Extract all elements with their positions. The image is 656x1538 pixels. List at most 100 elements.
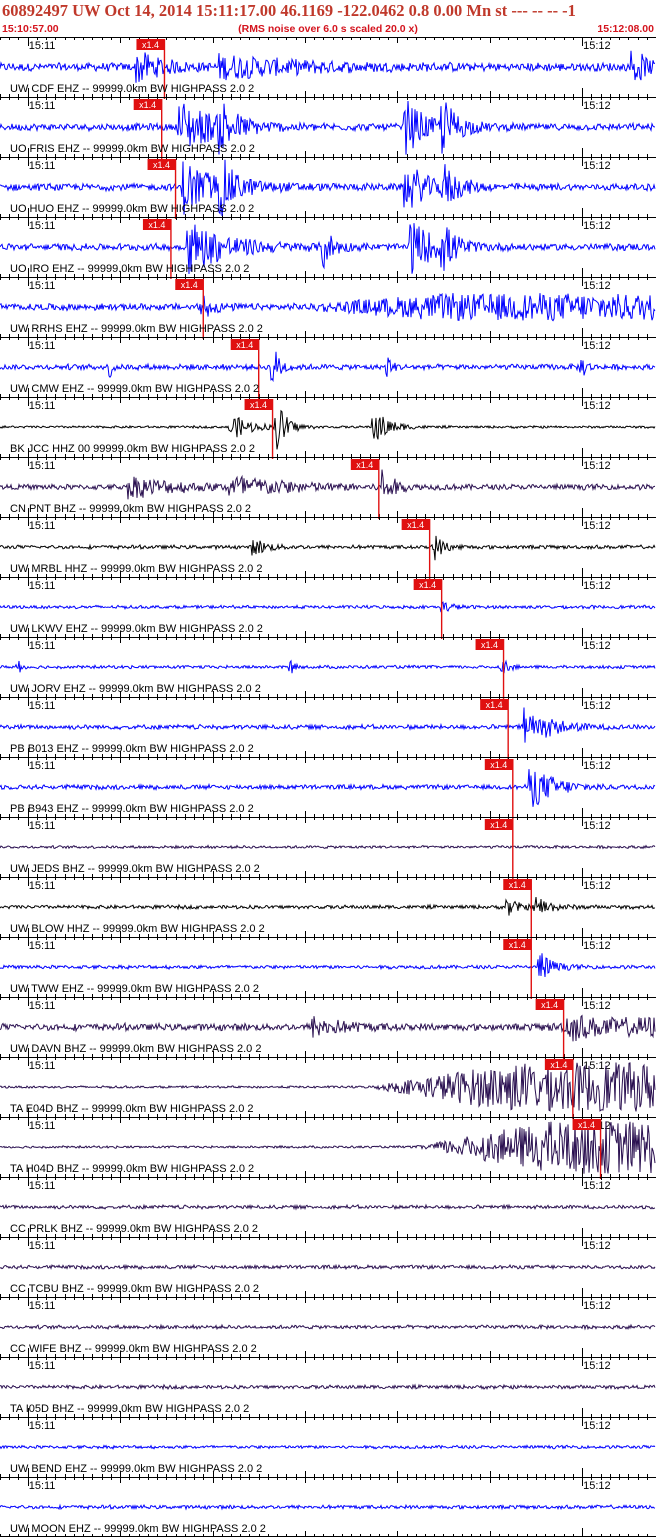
waveform [0,953,656,978]
waveform [0,351,656,383]
pick-label: x1.4 [148,220,165,230]
time-tick-label: 15:11 [29,1300,56,1312]
time-tick-label: 15:11 [29,700,56,712]
waveform [0,1014,656,1042]
trace-panel: 15:11 15:12 x1.4 TA E04D BHZ -- 99999.0km B… [0,1057,656,1119]
pick-box [142,219,171,230]
pick-box [572,1119,601,1130]
waveform [0,223,656,275]
time-tick-label: 15:12 [583,40,611,52]
pick-label: x1.4 [407,520,424,530]
time-tick-label: 15:12 [583,1360,611,1372]
time-tick-label: 15:11 [29,1360,56,1372]
pick-box [133,99,162,110]
time-tick-label: 15:11 [29,340,56,352]
waveform [0,50,656,83]
pick-label: x1.4 [486,700,503,710]
event-header: 60892497 UW Oct 14, 2014 15:11:17.00 46.… [2,1,576,20]
pick-box [480,699,509,710]
pick-box [413,579,442,590]
station-label: UW RRHS EHZ -- 99999.0km BW HIGHPASS 2.0… [10,323,263,335]
pick-label: x1.4 [481,640,498,650]
waveform [0,292,656,322]
time-ticks [0,757,656,817]
pick-label: x1.4 [578,1120,595,1130]
trace-panel: 15:11 15:12 x1.4 UW DAVN BHZ -- 99999.0km B… [0,997,656,1059]
time-tick-label: 15:11 [29,40,56,52]
pick-box [136,39,165,50]
time-ticks [0,1117,656,1177]
station-label: TA E04D BHZ -- 99999.0km BW HIGHPASS 2.0… [10,1103,254,1115]
waveform [0,769,656,807]
time-tick-label: 15:11 [29,640,56,652]
waveform [0,707,656,743]
trace-panel: 15:11 15:12 x1.4 PB B943 EHZ -- 99999.0km B… [0,757,656,819]
trace-panel: 15:11 15:12 x1.4 UW BLOW HHZ -- 99999.0km B… [0,877,656,939]
station-label: CC PRLK BHZ -- 99999.0km BW HIGHPASS 2.0… [10,1223,258,1235]
time-ticks [0,937,656,997]
trace-panel: 15:11 15:12 CC TCBU BHZ -- 99999.0km BW HI… [0,1237,656,1297]
waveform [0,659,656,674]
pick-box [230,339,259,350]
time-ticks [0,517,656,577]
pick-label: x1.4 [236,340,253,350]
time-tick-label: 15:11 [29,100,56,112]
waveform [0,601,656,613]
time-ticks [0,457,656,517]
start-time: 15:10:57.00 [2,23,59,35]
time-tick-label: 15:12 [583,220,611,232]
trace-panel: 15:11 15:12 x1.4 UW JORV EHZ -- 99999.0km B… [0,637,656,699]
station-label: PB B013 EHZ -- 99999.0km BW HIGHPASS 2.0… [10,743,254,755]
waveform [0,1323,656,1331]
time-ticks [0,637,656,697]
station-label: UO IRO EHZ -- 99999.0km BW HIGHPASS 2.0 … [10,263,249,275]
waveform [0,1444,656,1450]
trace-panel: 15:11 15:12 x1.4 UO HUO EHZ -- 99999.0km BW… [0,157,656,219]
time-tick-label: 15:12 [583,400,611,412]
time-tick-label: 15:12 [583,640,611,652]
pick-box [544,1059,573,1070]
station-label: UW MRBL HHZ -- 99999.0km BW HIGHPASS 2.0… [10,563,262,575]
pick-box [244,399,273,410]
time-ticks [0,37,656,97]
pick-label: x1.4 [509,940,526,950]
station-label: UW BLOW HHZ -- 99999.0km BW HIGHPASS 2.0… [10,923,265,935]
time-ticks [0,1057,656,1117]
time-ticks [0,397,656,457]
pick-box [401,519,430,530]
waveform [0,1263,656,1271]
pick-label: x1.4 [490,820,507,830]
trace-panel: 15:11 15:12 x1.4 CN PNT BHZ -- 99999.0km BW… [0,457,656,519]
waveform [0,1503,656,1511]
time-tick-label: 15:11 [29,520,56,532]
station-label: CC TCBU BHZ -- 99999.0km BW HIGHPASS 2.0… [10,1283,259,1295]
time-tick-label: 15:12 [583,1300,611,1312]
waveform [0,896,656,916]
trace-panel: 15:11 15:12 CC WIFE BHZ -- 99999.0km BW HI… [0,1297,656,1357]
waveform [0,1120,656,1174]
trace-panel: 15:11 15:12 CC PRLK BHZ -- 99999.0km BW HI… [0,1177,656,1237]
waveform [0,1203,656,1211]
trace-panel: 15:11 15:12 x1.4 UW CDF EHZ -- 99999.0km BW… [0,37,656,99]
end-time: 15:12:08.00 [597,23,654,35]
waveform [0,409,656,450]
time-tick-label: 15:11 [29,1000,56,1012]
trace-panel: 15:11 15:12 x1.4 PB B013 EHZ -- 99999.0km B… [0,697,656,759]
seismogram-plot: 15:11 15:12 x1.4 UW CDF EHZ -- 99999.0km BW… [0,37,656,1537]
time-tick-label: 15:12 [583,1180,611,1192]
pick-label: x1.4 [153,160,170,170]
time-tick-label: 15:11 [29,760,56,772]
time-ticks [0,877,656,937]
station-label: UW JEDS BHZ -- 99999.0km BW HIGHPASS 2.0… [10,863,260,875]
time-tick-label: 15:12 [583,160,611,172]
trace-panel: 15:11 15:12 x1.4 UW LKWV EHZ -- 99999.0km B… [0,577,656,639]
noise-note: (RMS noise over 6.0 s scaled 20.0 x) [238,23,418,35]
time-tick-label: 15:11 [29,1180,56,1192]
trace-panel: 15:11 15:12 x1.4 UW CMW EHZ -- 99999.0km BW… [0,337,656,399]
time-ticks [0,1177,656,1237]
pick-label: x1.4 [509,880,526,890]
waveform [0,1062,656,1112]
pick-label: x1.4 [250,400,267,410]
pick-box [503,939,532,950]
